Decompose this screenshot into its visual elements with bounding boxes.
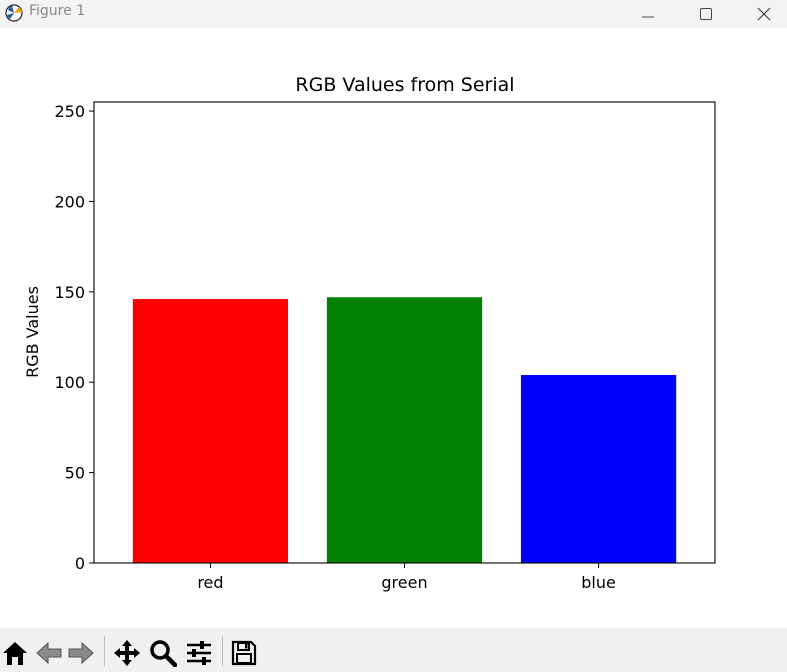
save-icon <box>231 640 257 666</box>
y-axis-ticks: 0 50 100 150 200 250 <box>54 102 94 573</box>
y-axis-label: RGB Values <box>23 286 42 378</box>
x-tick-label: green <box>381 573 427 592</box>
y-tick-label: 50 <box>65 464 85 483</box>
bar-red <box>132 299 289 563</box>
maximize-icon <box>700 8 712 20</box>
plot-frame <box>93 101 716 564</box>
forward-button[interactable] <box>66 638 96 668</box>
configure-subplots-button[interactable] <box>184 638 214 668</box>
window-title-bar: Figure 1 <box>0 0 787 28</box>
pan-button[interactable] <box>112 638 142 668</box>
home-icon <box>3 642 27 665</box>
minimize-icon <box>642 16 654 18</box>
forward-arrow-icon <box>68 641 94 665</box>
y-tick-label: 200 <box>54 192 85 211</box>
y-tick-label: 150 <box>54 283 85 302</box>
close-icon <box>757 7 771 21</box>
back-arrow-icon <box>36 641 62 665</box>
y-tick-label: 250 <box>54 102 85 121</box>
navigation-toolbar <box>0 628 787 672</box>
x-tick-label: blue <box>581 573 616 592</box>
x-axis-ticks: red green blue <box>197 563 616 592</box>
bar-green <box>326 297 483 563</box>
figure-canvas: RGB Values from Serial RGB Values 0 50 100… <box>0 28 787 628</box>
home-button[interactable] <box>0 638 30 668</box>
pan-icon <box>114 640 140 666</box>
window-title: Figure 1 <box>29 3 86 19</box>
maximize-button[interactable] <box>677 0 735 28</box>
y-tick-label: 100 <box>54 373 85 392</box>
close-button[interactable] <box>735 0 787 28</box>
x-tick-label: red <box>197 573 223 592</box>
bar-blue <box>520 374 677 563</box>
app-icon <box>5 4 23 22</box>
minimize-button[interactable] <box>619 0 677 28</box>
configure-subplots-icon <box>187 641 211 665</box>
zoom-icon <box>150 640 177 667</box>
chart-title: RGB Values from Serial <box>295 74 514 96</box>
toolbar-separator <box>222 636 223 666</box>
y-tick-label: 0 <box>75 554 85 573</box>
back-button[interactable] <box>34 638 64 668</box>
save-button[interactable] <box>229 638 259 668</box>
bar-chart: RGB Values from Serial RGB Values 0 50 100… <box>23 74 716 592</box>
toolbar-separator <box>104 636 105 666</box>
bars-group <box>132 297 677 563</box>
zoom-button[interactable] <box>148 638 178 668</box>
